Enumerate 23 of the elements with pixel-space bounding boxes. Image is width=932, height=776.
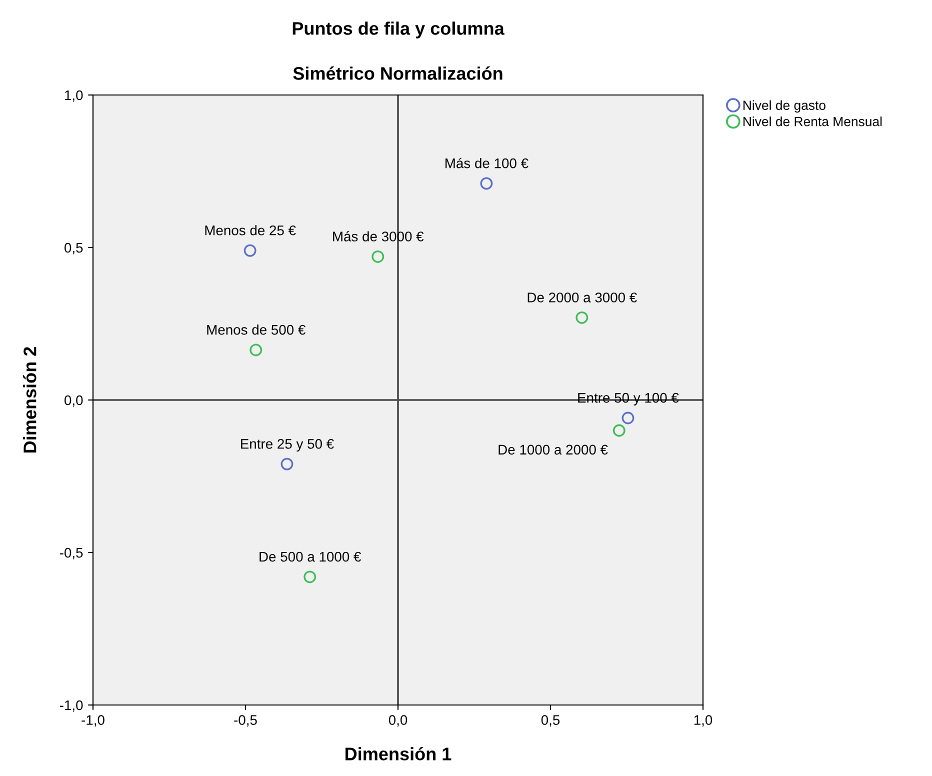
- annotation: De 1000 a 2000 €: [498, 444, 608, 455]
- y-tick-label: 1,0: [65, 90, 83, 102]
- chart-subtitle: Simétrico Normalización: [293, 66, 502, 80]
- y-axis-title: Dimensión 2: [22, 347, 36, 452]
- annotation: Menos de 25 €: [205, 225, 296, 236]
- annotation: De 2000 a 3000 €: [528, 292, 637, 302]
- y-tick-label: -0,5: [60, 548, 83, 560]
- legend-label: Nivel de gasto: [743, 100, 826, 113]
- chart-title: Puntos de fila y columna: [292, 22, 504, 38]
- x-tick-label: 0,0: [388, 715, 408, 727]
- legend-label: Nivel de Renta Mensual: [743, 116, 882, 126]
- x-tick-label: -1,0: [82, 715, 104, 727]
- x-axis-title: Dimensión 1: [346, 746, 452, 760]
- y-tick-label: -1,0: [60, 700, 83, 712]
- annotation: Más de 100 €: [446, 158, 528, 168]
- y-tick-label: 0,0: [64, 395, 83, 407]
- y-tick-label: 0,5: [64, 242, 83, 254]
- annotation: Entre 25 y 50 €: [241, 438, 334, 452]
- x-tick-label: 1,0: [694, 715, 712, 727]
- x-tick-label: -0,5: [234, 715, 257, 727]
- annotation: Menos de 500 €: [207, 324, 306, 335]
- annotation: De 500 a 1000 €: [260, 552, 362, 562]
- x-tick-label: 0,5: [541, 715, 560, 727]
